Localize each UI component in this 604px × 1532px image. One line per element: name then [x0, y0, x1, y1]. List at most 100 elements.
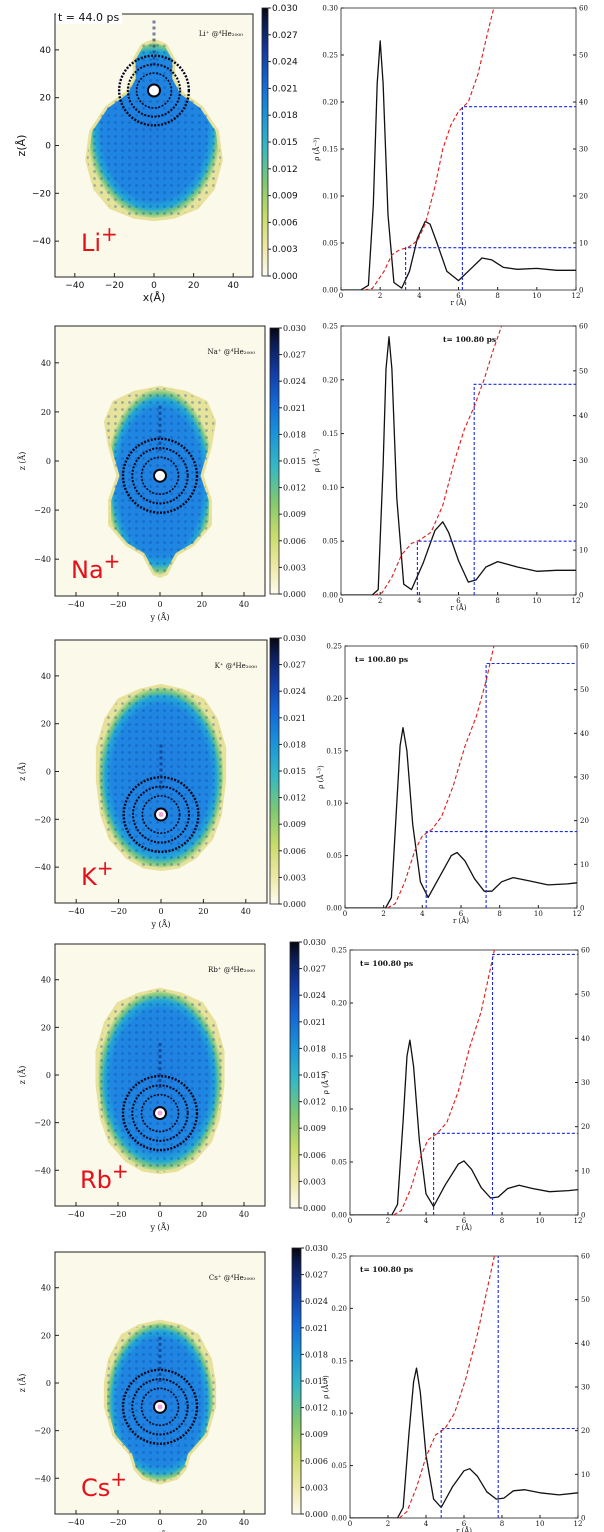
y-tick-label: −40	[34, 863, 51, 872]
colorbar-tick-label: 0.006	[303, 1151, 326, 1160]
y-tick-label: 0.05	[326, 852, 342, 860]
y-tick-label: 0.25	[331, 1253, 347, 1261]
colorbar-tick-label: 0.006	[283, 847, 306, 856]
x-tick-label: 10	[536, 1217, 545, 1225]
y-tick-label: 20	[41, 408, 51, 417]
x-tick-label: 40	[227, 281, 239, 291]
shell-marker-line	[485, 662, 577, 908]
y-tick-label: 40	[41, 359, 51, 368]
y-tick-label: −40	[32, 237, 51, 247]
x-tick-label: 2	[378, 292, 382, 300]
colorbar-tick-label: 0.018	[283, 740, 306, 749]
x-tick-label: 6	[456, 597, 461, 605]
integrated-number-curve	[399, 1256, 495, 1518]
solvation-shell	[140, 1093, 180, 1133]
y-axis-label: ρ (Å⁻³)	[312, 137, 321, 161]
x-axis-label: y (Å)	[149, 1223, 169, 1232]
x-axis-label: y (Å)	[150, 920, 170, 929]
colorbar-tick-label: 0.003	[283, 563, 306, 572]
colorbar-tick-label: 0.021	[283, 714, 306, 723]
density-curve	[350, 1039, 578, 1215]
y2-tick-label: 60	[580, 643, 589, 651]
y-tick-label: 0	[46, 457, 51, 466]
y-tick-label: 0.20	[331, 1000, 347, 1008]
integrated-number-curve	[387, 646, 495, 908]
x-tick-label: −20	[110, 600, 127, 609]
x-tick-label: −20	[110, 907, 127, 916]
colorbar-tick-label: 0.027	[283, 351, 306, 360]
solvation-shell	[121, 1368, 199, 1445]
time-label-bg	[56, 8, 122, 24]
y-tick-label: −20	[34, 506, 51, 515]
radial-density-panel: 0 2 4 6 8 10 12 0.00 0.05 0.10 0.15 0.20 0.25 0.30 0 10…	[312, 5, 588, 308]
y2-tick-label: 10	[581, 1167, 590, 1175]
x-tick-label: −40	[68, 907, 85, 916]
colorbar-tick-label: 0.024	[272, 58, 298, 68]
y2-tick-label: 50	[579, 367, 588, 375]
x-tick-label: 6	[462, 1217, 467, 1225]
x-tick-label: 40	[239, 1518, 249, 1527]
colorbar-tick-label: 0.021	[283, 404, 306, 413]
y-tick-label: 0.20	[322, 99, 338, 107]
y-tick-label: 0.30	[322, 5, 338, 13]
x-tick-label: 12	[572, 597, 581, 605]
y-tick-label: 0.25	[331, 947, 347, 955]
solvation-shell	[140, 1387, 180, 1427]
y-tick-label: 0.20	[322, 376, 338, 384]
y2-tick-label: 10	[581, 1471, 590, 1479]
x-tick-label: 6	[462, 1520, 467, 1528]
colorbar-tick-label: 0.030	[303, 938, 326, 947]
x-tick-label: 6	[456, 292, 461, 300]
ion-marker	[158, 812, 164, 818]
y2-tick-label: 30	[579, 457, 588, 465]
y2-tick-label: 60	[579, 5, 588, 13]
density-ripples	[86, 40, 222, 220]
x-tick-label: 8	[500, 1520, 504, 1528]
colorbar-tick-label: 0.003	[303, 1177, 326, 1186]
y-tick-label: 0	[46, 768, 51, 777]
solvation-shell	[121, 437, 199, 514]
y2-tick-label: 0	[580, 905, 584, 913]
colorbar-tick-label: 0.021	[303, 1018, 326, 1027]
shell-marker-line	[416, 540, 576, 595]
colorbar-tick-label: 0.015	[305, 1377, 328, 1386]
x-tick-label: 0	[339, 597, 343, 605]
x-tick-label: 40	[239, 1210, 249, 1219]
y-tick-label: −40	[34, 1474, 51, 1483]
y-axis-label: z(Å)	[15, 135, 28, 157]
shell-marker-line	[440, 1427, 578, 1518]
radial-density-panel: 0 2 4 6 8 10 12 0.00 0.05 0.10 0.15 0.20 0.25 0 10 20 30…	[316, 643, 589, 926]
y-tick-label: 0.05	[322, 538, 338, 546]
x-tick-label: 0	[157, 1210, 162, 1219]
y2-tick-label: 60	[579, 323, 588, 331]
colorbar-tick-label: 0.015	[303, 1071, 326, 1080]
density-curve	[350, 1367, 578, 1518]
y-tick-label: 40	[41, 672, 51, 681]
y-tick-label: 20	[41, 720, 51, 729]
y2-tick-label: 10	[580, 861, 589, 869]
y-tick-label: 0.15	[331, 1053, 347, 1061]
x-tick-label: 20	[188, 281, 200, 291]
x-tick-label: 0	[339, 292, 343, 300]
x-tick-label: 12	[574, 1217, 583, 1225]
colorbar-tick-label: 0.027	[283, 661, 306, 670]
solvation-shell	[132, 785, 190, 844]
density-map-panel: −40 −20 0 20 40 40 20 0 −20 −40 x(Å) z(Å) Li⁺ @⁴He₂₀…	[15, 4, 298, 304]
y2-tick-label: 10	[579, 240, 588, 248]
y-tick-label: 0	[46, 1071, 51, 1080]
y2-tick-label: 40	[579, 412, 588, 420]
ion-marker	[157, 1404, 163, 1410]
x-tick-label: 10	[532, 597, 541, 605]
y-axis-label: z (Å)	[18, 762, 27, 781]
x-tick-label: 4	[420, 910, 425, 918]
y2-tick-label: 40	[579, 99, 588, 107]
colorbar-tick-label: 0.009	[283, 820, 306, 829]
colorbar-tick-label: 0.015	[283, 767, 306, 776]
time-label: t= 100.80 ps	[360, 1265, 413, 1274]
plot-frame	[349, 1255, 579, 1519]
ion-marker	[157, 1110, 163, 1116]
y-axis-label: ρ (Å⁻³)	[316, 765, 325, 789]
y-tick-label: 0.25	[322, 323, 338, 331]
y2-tick-label: 60	[581, 947, 590, 955]
x-tick-label: 6	[459, 910, 464, 918]
